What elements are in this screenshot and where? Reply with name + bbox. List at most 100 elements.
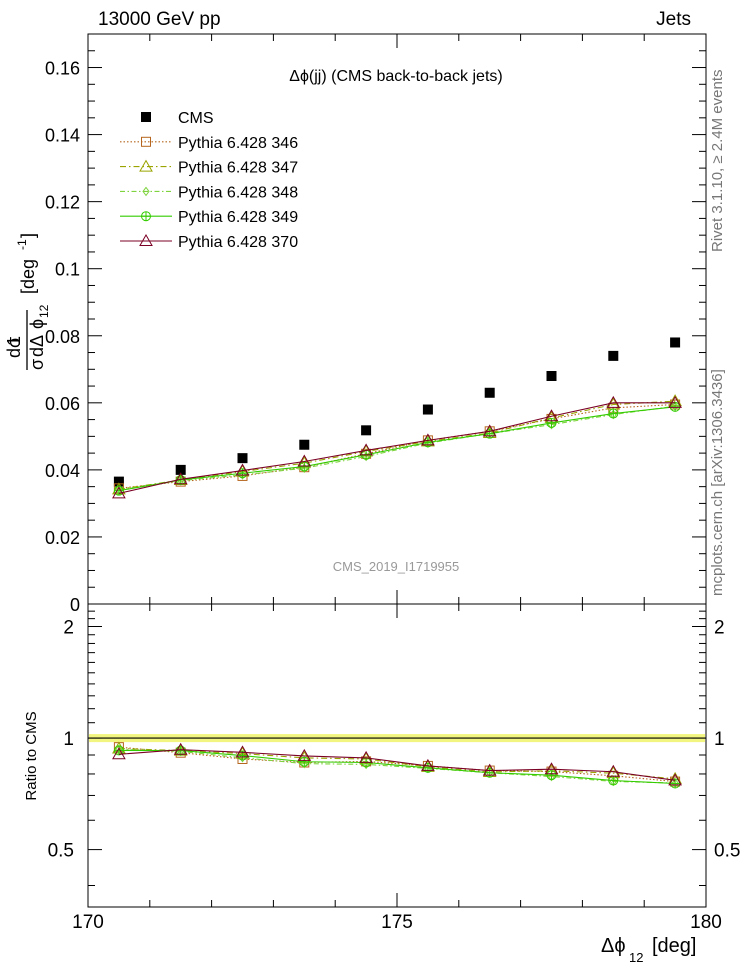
ratio-uncertainty-band bbox=[88, 734, 706, 743]
ratio-data-point bbox=[606, 764, 621, 777]
plot-title: Δϕ(jj) (CMS back-to-back jets) bbox=[289, 68, 502, 85]
legend-marker bbox=[142, 186, 150, 197]
data-point bbox=[422, 404, 433, 415]
data-point bbox=[608, 408, 619, 419]
ratio-y-tick-labels: 0.5 0.5 1 1 2 2 bbox=[48, 617, 741, 861]
main-y-tick-label: 0.02 bbox=[45, 528, 80, 548]
ratio-data-point bbox=[482, 763, 497, 776]
ratio-data-point bbox=[421, 758, 435, 771]
rivet-label: Rivet 3.1.10, ≥ 2.4M events bbox=[709, 70, 726, 253]
ratio-series-pythia-370 bbox=[112, 742, 682, 786]
ratio-y-axis-label: Ratio to CMS bbox=[23, 711, 40, 800]
main-y-tick-label: 0.04 bbox=[45, 461, 80, 481]
ratio-x-tick-labels: 170 175 180 bbox=[72, 912, 722, 933]
main-y-axis-label: 1 σ dΔ ϕ 12 [deg -1 ] bbox=[4, 233, 51, 370]
ratio-y-tick-label-left: 0.5 bbox=[48, 841, 74, 862]
ratio-series-pythia-347 bbox=[112, 741, 682, 784]
ratio-plot-panel: 0.5 0.5 1 1 2 2 170 175 180 bbox=[48, 603, 741, 933]
header-left: 13000 GeV pp bbox=[98, 9, 221, 30]
series-line bbox=[118, 405, 676, 491]
ratio-data-point bbox=[546, 770, 557, 781]
legend-label: Pythia 6.428 348 bbox=[178, 184, 298, 201]
ratio-y-tick-label-left: 2 bbox=[63, 617, 74, 638]
main-y-tick-label: 0.12 bbox=[45, 193, 80, 213]
legend-item: CMS bbox=[141, 110, 214, 127]
ratio-y-tick-label-right: 1 bbox=[714, 729, 725, 750]
legend-label: Pythia 6.428 347 bbox=[178, 160, 298, 177]
ratio-series-line bbox=[118, 748, 676, 784]
data-point bbox=[670, 337, 681, 348]
data-point bbox=[175, 464, 186, 475]
ratio-series-line bbox=[118, 747, 676, 780]
svg-text:12: 12 bbox=[37, 304, 51, 318]
main-y-tick-label: 0 bbox=[70, 595, 80, 615]
header-right: Jets bbox=[656, 9, 691, 30]
data-point bbox=[546, 371, 557, 381]
legend-item: Pythia 6.428 346 bbox=[120, 135, 298, 152]
series-cms bbox=[113, 337, 681, 487]
legend-label: Pythia 6.428 349 bbox=[178, 209, 298, 226]
data-point bbox=[359, 443, 373, 456]
ratio-data-point bbox=[670, 778, 681, 789]
ratio-series-group bbox=[112, 741, 682, 789]
ratio-data-point bbox=[299, 756, 310, 767]
series-line bbox=[118, 403, 676, 489]
x-tick-label: 170 bbox=[72, 912, 104, 933]
data-point bbox=[299, 439, 310, 450]
data-point bbox=[299, 461, 310, 472]
ratio-data-point bbox=[668, 773, 682, 786]
legend-label: CMS bbox=[178, 110, 214, 127]
main-plot-panel: 0 0.02 0.04 0.06 0.08 0.1 0.12 0.14 0.16 Δϕ(jj) … bbox=[45, 33, 707, 615]
data-point bbox=[112, 486, 126, 499]
ratio-data-point bbox=[173, 742, 188, 755]
svg-text:Δϕ: Δϕ bbox=[601, 935, 626, 957]
ratio-y-tick-label-right: 0.5 bbox=[714, 841, 740, 862]
data-point bbox=[484, 387, 495, 398]
data-point bbox=[113, 476, 124, 487]
main-y-tick-label: 0.1 bbox=[55, 260, 80, 280]
legend-item: Pythia 6.428 370 bbox=[120, 233, 298, 251]
x-tick-label: 180 bbox=[690, 912, 722, 933]
ratio-data-point bbox=[113, 745, 124, 756]
ratio-series-line bbox=[118, 749, 676, 781]
svg-text:[deg: [deg bbox=[18, 259, 38, 294]
legend-marker bbox=[141, 211, 151, 222]
series-pythia-370 bbox=[112, 395, 682, 499]
ratio-data-point bbox=[359, 750, 373, 763]
svg-text:dσ: dσ bbox=[4, 337, 24, 358]
legend-label: Pythia 6.428 370 bbox=[178, 234, 298, 251]
data-point bbox=[546, 417, 557, 428]
ratio-data-point bbox=[544, 762, 559, 775]
x-axis-label: Δϕ 12 [deg] bbox=[601, 935, 696, 965]
data-point bbox=[297, 454, 312, 467]
legend-marker bbox=[141, 112, 151, 122]
main-axis-ticks bbox=[87, 34, 707, 605]
data-point bbox=[361, 425, 372, 436]
legend-marker bbox=[139, 233, 153, 246]
data-point bbox=[235, 463, 250, 476]
legend-item: Pythia 6.428 348 bbox=[120, 184, 298, 201]
svg-text:dΔ: dΔ bbox=[27, 335, 47, 357]
data-point bbox=[606, 395, 621, 408]
svg-text:σ: σ bbox=[27, 359, 47, 370]
main-y-tick-label: 0.06 bbox=[45, 394, 80, 414]
svg-text:[deg]: [deg] bbox=[652, 935, 696, 957]
ratio-frame bbox=[87, 603, 707, 908]
legend-marker bbox=[139, 159, 153, 172]
main-series-group bbox=[112, 337, 682, 499]
main-y-tick-label: 0.14 bbox=[45, 126, 80, 146]
ratio-data-point bbox=[112, 747, 126, 760]
legend-item: Pythia 6.428 349 bbox=[120, 209, 298, 226]
series-pythia-349 bbox=[113, 401, 681, 496]
series-pythia-347 bbox=[112, 394, 682, 495]
legend-marker bbox=[141, 136, 151, 147]
data-point bbox=[421, 433, 435, 446]
mcplots-label: mcplots.cern.ch [arXiv:1306.3436] bbox=[709, 369, 726, 596]
data-point bbox=[544, 409, 559, 422]
ratio-y-tick-label-left: 1 bbox=[63, 729, 74, 750]
ratio-series-line bbox=[118, 749, 676, 785]
ratio-data-point bbox=[608, 775, 619, 786]
ratio-data-point bbox=[297, 748, 312, 761]
svg-text:ϕ: ϕ bbox=[27, 319, 47, 329]
